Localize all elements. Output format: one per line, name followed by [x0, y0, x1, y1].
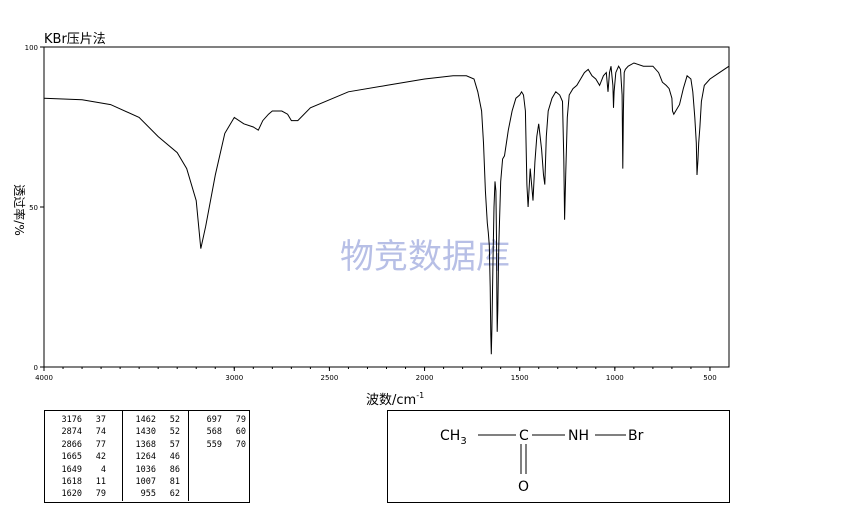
peak-transmittance: 11	[95, 477, 106, 488]
peak-wavenumber: 1036	[135, 464, 156, 475]
y-tick-label: 50	[29, 204, 38, 212]
peak-table-column: 3176 37 2874 74 2866 77 1665 42 1649 4 1618 11 1620 7…	[52, 414, 106, 501]
peak-table-row: 1665 42	[52, 451, 106, 463]
bromine-atom: Br	[628, 428, 644, 444]
peak-transmittance: 81	[169, 477, 180, 488]
peak-table-row: 1264 46	[126, 451, 180, 463]
peak-table-row: 1007 81	[126, 476, 180, 488]
x-tick-label: 3000	[225, 374, 243, 382]
peak-table-row: 2874 74	[52, 426, 106, 438]
peak-wavenumber: 1462	[135, 415, 156, 425]
peak-transmittance: 42	[95, 452, 106, 463]
peak-transmittance: 70	[235, 439, 246, 450]
x-tick-label: 1000	[606, 374, 624, 382]
ir-spectrum-chart: KBr压片法 物竞数据库 0 50 100 4000 3000 2500 2000 1500…	[12, 32, 730, 408]
peak-table-row: 1430 52	[126, 426, 180, 438]
peak-wavenumber: 3176	[61, 415, 82, 425]
peak-transmittance: 74	[95, 427, 106, 438]
peak-table-row: 1618 11	[52, 476, 106, 488]
x-tick-label: 4000	[35, 374, 53, 382]
structure-box: CH3 C NH Br O	[387, 410, 730, 503]
peak-wavenumber: 1620	[61, 489, 82, 500]
peak-transmittance: 52	[169, 427, 180, 438]
carbon-atom: C	[519, 428, 529, 444]
x-tick-label: 2000	[416, 374, 434, 382]
peak-transmittance: 79	[95, 489, 106, 500]
peak-table-row: 1036 86	[126, 464, 180, 476]
x-axis: 4000 3000 2500 2000 1500 1000 500	[35, 367, 717, 382]
structure-formula: CH3 C NH Br O	[440, 428, 644, 495]
peak-table: 3176 37 2874 74 2866 77 1665 42 1649 4 1618 11 1620 7…	[44, 410, 250, 503]
peak-transmittance: 57	[169, 439, 180, 450]
peak-wavenumber: 1368	[135, 439, 156, 450]
peak-wavenumber: 2874	[61, 427, 82, 438]
series-line	[43, 62, 730, 355]
peak-transmittance: 37	[95, 415, 106, 425]
x-tick-label: 2500	[321, 374, 339, 382]
peak-transmittance: 77	[95, 439, 106, 450]
peak-transmittance: 86	[169, 464, 180, 475]
peak-wavenumber: 568	[206, 427, 222, 438]
peak-table-row: 568 60	[192, 426, 246, 438]
y-axis: 0 50 100	[25, 44, 44, 372]
peak-table-row: 3176 37	[52, 414, 106, 426]
peak-transmittance: 4	[100, 464, 106, 475]
x-tick-label: 500	[703, 374, 716, 382]
peak-table-column: 1462 52 1430 52 1368 57 1264 46 1036 86 1007 81 955 6…	[122, 411, 180, 501]
y-axis-label: 透过率/%	[12, 184, 27, 235]
peak-wavenumber: 1649	[61, 464, 82, 475]
peak-table-row: 1368 57	[126, 439, 180, 451]
peak-table-row: 1462 52	[126, 414, 180, 426]
peak-transmittance: 52	[169, 415, 180, 425]
peak-wavenumber: 1665	[61, 452, 82, 463]
peak-transmittance: 62	[169, 489, 180, 500]
x-axis-label: 波数/cm-1	[366, 391, 424, 408]
ch3-group: CH3	[440, 428, 467, 447]
peak-table-row: 559 70	[192, 439, 246, 451]
peak-transmittance: 46	[169, 452, 180, 463]
nh-group: NH	[568, 428, 589, 444]
peak-wavenumber: 697	[206, 415, 222, 425]
y-tick-label: 100	[25, 44, 38, 52]
peak-table-row: 1649 4	[52, 464, 106, 476]
peak-table-row: 955 62	[126, 488, 180, 500]
peak-wavenumber: 955	[140, 489, 156, 500]
peak-table-row: 2866 77	[52, 439, 106, 451]
peak-table-row: 697 79	[192, 414, 246, 426]
plot-frame	[43, 46, 730, 368]
peak-wavenumber: 1430	[135, 427, 156, 438]
peak-wavenumber: 1007	[135, 477, 156, 488]
peak-table-column: 697 79 568 60 559 70	[188, 411, 246, 501]
peak-table-row: 1620 79	[52, 488, 106, 500]
peak-wavenumber: 2866	[61, 439, 82, 450]
peak-wavenumber: 1264	[135, 452, 156, 463]
peak-wavenumber: 559	[206, 439, 222, 450]
peak-wavenumber: 1618	[61, 477, 82, 488]
oxygen-atom: O	[518, 479, 529, 495]
chart-title: KBr压片法	[44, 32, 106, 47]
y-tick-label: 0	[34, 364, 38, 372]
watermark: 物竞数据库	[340, 237, 510, 277]
x-tick-label: 1500	[511, 374, 529, 382]
peak-transmittance: 79	[235, 415, 246, 425]
peak-transmittance: 60	[235, 427, 246, 438]
